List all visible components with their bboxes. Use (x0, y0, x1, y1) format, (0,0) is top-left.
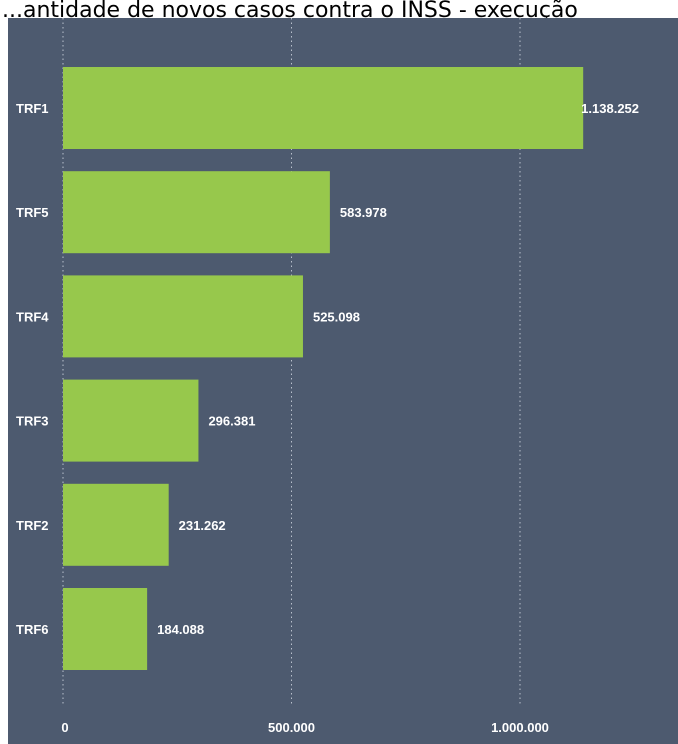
value-label: 525.098 (313, 309, 360, 324)
bar-trf6[interactable] (63, 588, 148, 670)
x-axis-tick-labels: 0 500.000 1.000.000 (61, 720, 549, 735)
category-labels: TRF1 TRF5 TRF4 TRF3 TRF2 TRF6 (16, 101, 49, 637)
bar-trf2[interactable] (63, 483, 169, 566)
x-tick-label: 1.000.000 (491, 720, 549, 735)
bar-trf4[interactable] (63, 275, 303, 358)
category-label: TRF1 (16, 101, 49, 116)
value-labels: 1.138.252 583.978 525.098 296.381 231.262 184… (157, 101, 639, 637)
x-tick-label: 0 (61, 720, 68, 735)
bars (63, 67, 584, 670)
category-label: TRF6 (16, 622, 49, 637)
category-label: TRF5 (16, 205, 49, 220)
bar-chart: TRF1 TRF5 TRF4 TRF3 TRF2 TRF6 1.138.252 583.97… (8, 18, 678, 744)
bar-trf3[interactable] (63, 379, 199, 462)
value-label: 1.138.252 (581, 101, 639, 116)
x-tick-label: 500.000 (268, 720, 315, 735)
bar-trf5[interactable] (63, 171, 330, 254)
value-label: 296.381 (208, 414, 255, 429)
chart-title: ...antidade de novos casos contra o INSS… (2, 0, 578, 23)
bar-trf1[interactable] (63, 67, 584, 149)
chart-panel: TRF1 TRF5 TRF4 TRF3 TRF2 TRF6 1.138.252 583.97… (8, 18, 678, 744)
category-label: TRF3 (16, 414, 49, 429)
category-label: TRF2 (16, 518, 49, 533)
category-label: TRF4 (16, 309, 49, 324)
value-label: 184.088 (157, 622, 204, 637)
value-label: 583.978 (340, 205, 387, 220)
value-label: 231.262 (179, 518, 226, 533)
